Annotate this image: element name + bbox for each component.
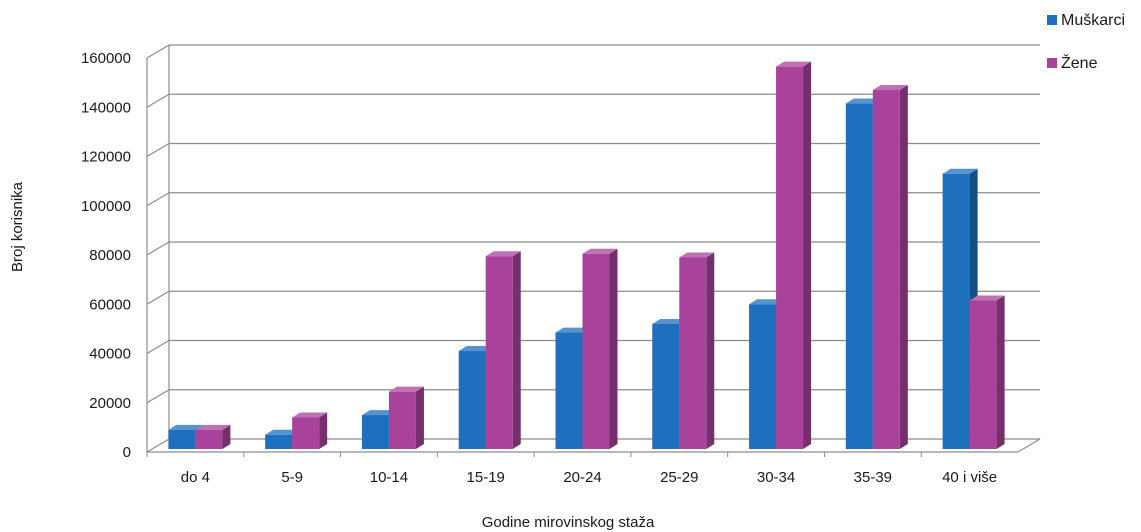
grid-line-diagonal — [146, 339, 170, 355]
bar — [485, 251, 521, 449]
y-tick-label: 120000 — [81, 149, 131, 166]
bar-top — [872, 85, 908, 91]
legend-swatch-zene — [1047, 58, 1057, 68]
x-tick-label: 15-19 — [467, 469, 505, 486]
y-tick-label: 60000 — [89, 296, 131, 313]
legend-label-muskarci: Muškarci — [1061, 12, 1125, 29]
y-tick-label: 0 — [123, 444, 131, 461]
x-tick-label: 20-24 — [563, 469, 601, 486]
bar-top — [361, 410, 397, 416]
bar-front — [292, 417, 320, 449]
bar-front — [555, 332, 583, 449]
bar-top — [265, 429, 301, 435]
bar-front — [776, 66, 804, 450]
bar-front — [749, 304, 777, 449]
bar-front — [872, 90, 900, 449]
x-tick-label: 40 i više — [942, 469, 997, 486]
bar-front — [485, 256, 513, 449]
bar — [582, 248, 618, 449]
bar-front — [168, 429, 196, 449]
bar-top — [458, 346, 494, 352]
bar-top — [292, 412, 328, 418]
x-tick-label: 25-29 — [660, 469, 698, 486]
bar-front — [388, 391, 416, 449]
grid-line-diagonal — [146, 192, 170, 207]
x-tick-label: do 4 — [181, 469, 210, 486]
grid-line-diagonal — [146, 241, 170, 256]
bar-top — [168, 424, 204, 430]
y-tick-label: 80000 — [89, 247, 131, 264]
bar-top — [652, 318, 688, 324]
bar — [776, 61, 812, 450]
bar-front — [582, 253, 610, 449]
floor-edge — [1017, 438, 1041, 453]
bar-top — [582, 248, 618, 254]
x-tick-label: 10-14 — [370, 469, 408, 486]
legend-label-zene: Žene — [1061, 53, 1098, 72]
bar-side — [319, 412, 328, 449]
bar-front — [969, 300, 997, 449]
bar-top — [969, 295, 1005, 301]
bars — [168, 61, 1005, 450]
bar-side — [996, 295, 1005, 449]
legend: Muškarci Žene — [1047, 12, 1125, 72]
bar-front — [195, 429, 223, 449]
bar-top — [845, 98, 881, 104]
bar-front — [652, 323, 680, 449]
bar-top — [679, 252, 715, 258]
bar-top — [485, 251, 521, 257]
bar — [292, 412, 328, 449]
x-tick-label: 30-34 — [757, 469, 795, 486]
y-tick-labels: 0 20000 40000 60000 80000 100000 120000 140000 1… — [81, 50, 131, 461]
bar — [679, 252, 715, 449]
y-tick-label: 40000 — [89, 346, 131, 363]
bar-front — [845, 103, 873, 450]
bar-front — [942, 173, 970, 450]
bar-side — [899, 85, 908, 449]
bar-front — [679, 257, 707, 449]
grid-line-diagonal — [146, 290, 170, 305]
bar-side — [222, 424, 231, 449]
bar-top — [555, 327, 591, 333]
bar-top — [195, 424, 231, 430]
x-tick-labels: do 4 5-9 10-14 15-19 20-24 25-29 30-34 35-39 40 … — [181, 469, 997, 486]
bar — [969, 295, 1005, 449]
bar-side — [803, 61, 812, 450]
bar — [872, 85, 908, 449]
x-tick-label: 35-39 — [854, 469, 892, 486]
bar-top — [776, 61, 812, 67]
bar-top — [749, 299, 785, 305]
y-tick-label: 100000 — [81, 198, 131, 215]
bar — [388, 386, 424, 449]
bar-side — [512, 251, 521, 449]
bar-side — [706, 252, 715, 449]
y-tick-label: 140000 — [81, 99, 131, 116]
x-axis-title: Godine mirovinskog staža — [482, 514, 655, 531]
bar-front — [265, 434, 293, 449]
grid-line-diagonal — [146, 142, 170, 158]
bar-front — [361, 415, 389, 449]
y-tick-label: 160000 — [81, 50, 131, 67]
x-tick-label: 5-9 — [281, 469, 303, 486]
bar — [195, 424, 231, 449]
grid-line-diagonal — [146, 93, 170, 108]
bar-side — [609, 248, 618, 449]
bar-side — [415, 386, 424, 449]
axes — [146, 45, 1041, 457]
grid-line-diagonal — [146, 44, 170, 59]
bar-top — [942, 168, 978, 174]
y-tick-label: 20000 — [89, 395, 131, 412]
legend-swatch-muskarci — [1047, 15, 1057, 25]
grid-line-diagonal — [146, 389, 170, 404]
grid-line-diagonal — [146, 438, 170, 453]
bar-top — [388, 386, 424, 392]
bar-front — [458, 351, 486, 449]
y-axis-title: Broj korisnika — [9, 181, 26, 272]
